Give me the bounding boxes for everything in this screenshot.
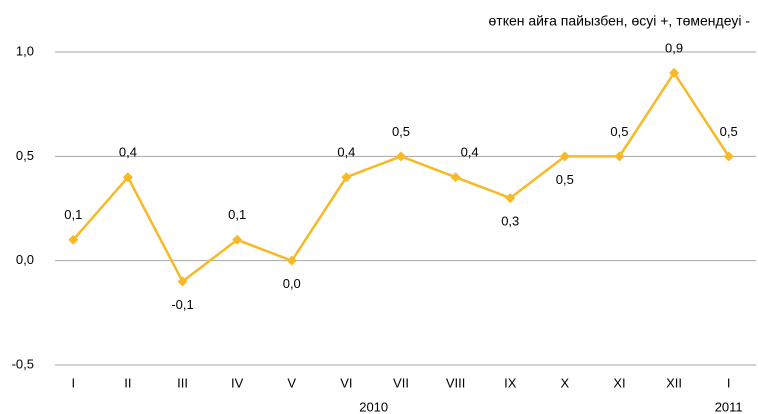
chart-subtitle: өткен айға пайызбен, өсуі +, төмендеуі -	[489, 13, 751, 29]
x-tick-label: VIII	[446, 375, 466, 390]
data-label: 0,4	[461, 145, 479, 160]
x-tick-label: I	[71, 375, 75, 390]
marker	[614, 151, 625, 162]
marker	[68, 234, 79, 245]
data-label: 0,1	[64, 207, 82, 222]
marker	[122, 172, 133, 183]
x-tick-label: II	[124, 375, 131, 390]
marker	[232, 234, 243, 245]
x-tick-label: IV	[231, 375, 244, 390]
marker	[505, 193, 516, 204]
data-label: 0,5	[720, 124, 738, 139]
data-label: 0,9	[665, 40, 683, 55]
data-label: -0,1	[171, 297, 193, 312]
marker	[286, 255, 297, 266]
y-tick-label: 1,0	[16, 43, 34, 58]
line	[72, 70, 730, 284]
data-label: 0,5	[556, 172, 574, 187]
y-tick-label: 0,5	[16, 148, 34, 163]
year-label: 2010	[359, 399, 388, 414]
data-label: 0,0	[283, 276, 301, 291]
marker	[341, 172, 352, 183]
x-tick-label: III	[177, 375, 188, 390]
x-tick-label: X	[561, 375, 570, 390]
x-tick-label: VII	[393, 375, 409, 390]
marker	[396, 151, 406, 162]
marker	[723, 151, 734, 162]
y-tick-label: -0,5	[12, 356, 34, 371]
marker	[450, 172, 461, 183]
data-label: 0,3	[501, 214, 519, 229]
x-tick-label: XI	[613, 375, 625, 390]
data-label: 0,5	[392, 124, 410, 139]
data-label: 0,4	[119, 145, 137, 160]
x-tick-label: VI	[340, 375, 352, 390]
x-tick-label: V	[287, 375, 296, 390]
marker	[559, 151, 570, 162]
x-tick-label: IX	[504, 375, 517, 390]
data-label: 0,4	[337, 145, 355, 160]
x-tick-label: I	[727, 375, 731, 390]
x-tick-label: XII	[666, 375, 682, 390]
data-label: 0,5	[610, 124, 628, 139]
marker	[177, 276, 188, 287]
y-tick-label: 0,0	[16, 252, 34, 267]
data-label: 0,1	[228, 207, 246, 222]
marker	[669, 67, 680, 78]
year-label: 2011	[715, 399, 743, 414]
